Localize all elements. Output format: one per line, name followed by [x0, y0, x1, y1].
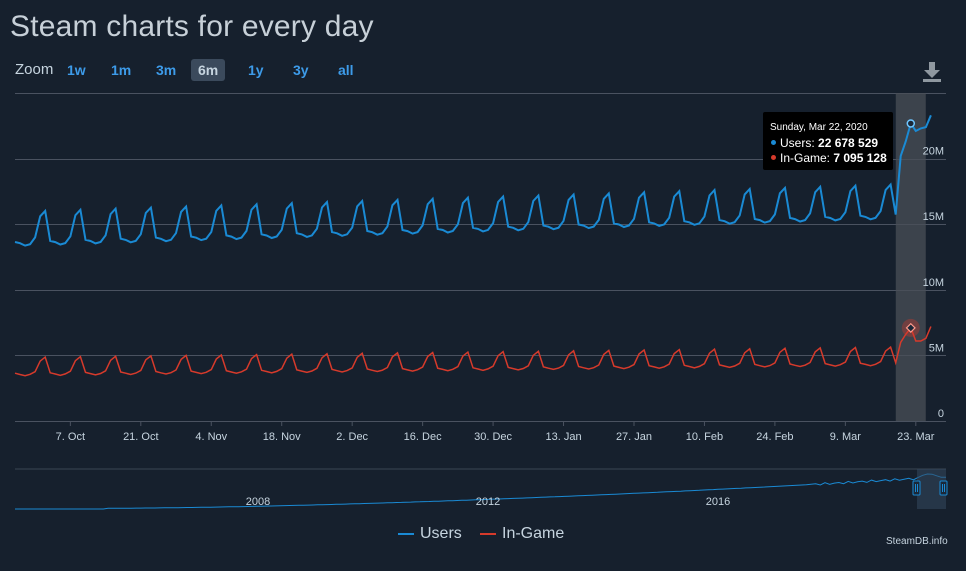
x-tick-label: 24. Feb — [756, 431, 793, 443]
zoom-1y-button[interactable]: 1y — [248, 62, 264, 78]
download-icon[interactable] — [920, 59, 944, 83]
navigator-label-2008: 2008 — [246, 496, 270, 508]
users-hover-marker — [906, 119, 916, 128]
zoom-6m-button[interactable]: 6m — [191, 59, 226, 81]
tooltip-ingame-label: In-Game: — [780, 151, 834, 165]
y-tick-label: 20M — [923, 146, 944, 158]
page-title: Steam charts for every day — [10, 10, 374, 43]
x-tick-label: 21. Oct — [123, 431, 158, 443]
zoom-1m-button[interactable]: 1m — [111, 62, 132, 78]
x-tick-label: 27. Jan — [616, 431, 652, 443]
tooltip-ingame-value: 7 095 128 — [833, 151, 887, 165]
legend-item-users[interactable]: Users — [398, 525, 462, 543]
hover-highlight-band — [895, 93, 926, 421]
x-tick-label: 2. Dec — [336, 431, 368, 443]
navigator-handle-left[interactable] — [912, 480, 921, 496]
navigator-label-2012: 2012 — [476, 496, 500, 508]
x-tick-label: 9. Mar — [830, 431, 862, 443]
x-tick-label: 4. Nov — [195, 431, 227, 443]
x-tick-label: 10. Feb — [686, 431, 723, 443]
tooltip-ingame-row: In-Game: 7 095 128 — [771, 151, 887, 165]
navigator-handle-right[interactable] — [939, 480, 948, 496]
x-tick-label: 30. Dec — [474, 431, 512, 443]
ingame-line-icon — [480, 533, 496, 535]
ingame-dot-icon — [771, 155, 776, 161]
zoom-3y-button[interactable]: 3y — [293, 62, 309, 78]
zoom-all-button[interactable]: all — [338, 62, 354, 78]
zoom-1w-button[interactable]: 1w — [67, 62, 86, 78]
zoom-3m-button[interactable]: 3m — [156, 62, 177, 78]
tooltip-users-value: 22 678 529 — [818, 136, 879, 150]
x-tick-label: 23. Mar — [897, 431, 935, 443]
credits[interactable]: SteamDB.info — [886, 536, 948, 547]
y-tick-label: 5M — [929, 342, 944, 354]
ingame-series-line — [14, 326, 932, 377]
legend-users-label: Users — [420, 525, 462, 542]
y-tick-label: 10M — [923, 277, 944, 289]
y-tick-label: 0 — [938, 408, 944, 420]
tooltip-date: Sunday, Mar 22, 2020 — [770, 122, 868, 133]
users-series-line — [14, 114, 932, 247]
tooltip: Sunday, Mar 22, 2020 Users: 22 678 529 I… — [763, 112, 893, 170]
x-tick-label: 18. Nov — [263, 431, 301, 443]
tooltip-users-label: Users: — [780, 136, 819, 150]
legend-ingame-label: In-Game — [502, 525, 565, 542]
users-line-icon — [398, 533, 414, 535]
legend-item-ingame[interactable]: In-Game — [480, 525, 564, 543]
users-dot-icon — [771, 140, 776, 146]
zoom-label: Zoom — [15, 61, 54, 78]
ingame-hover-marker — [905, 322, 916, 334]
x-tick-label: 16. Dec — [404, 431, 442, 443]
tooltip-users-row: Users: 22 678 529 — [771, 136, 878, 150]
y-tick-label: 15M — [923, 211, 944, 223]
x-tick-label: 13. Jan — [545, 431, 581, 443]
navigator-label-2016: 2016 — [706, 496, 730, 508]
legend: Users In-Game — [0, 525, 966, 547]
main-chart[interactable]: 0 5M 10M 15M 20M 7. Oct 21. Oct 4. Nov 18. Nov 2… — [0, 0, 966, 520]
x-tick-label: 7. Oct — [56, 431, 85, 443]
navigator-series-line — [15, 473, 946, 510]
